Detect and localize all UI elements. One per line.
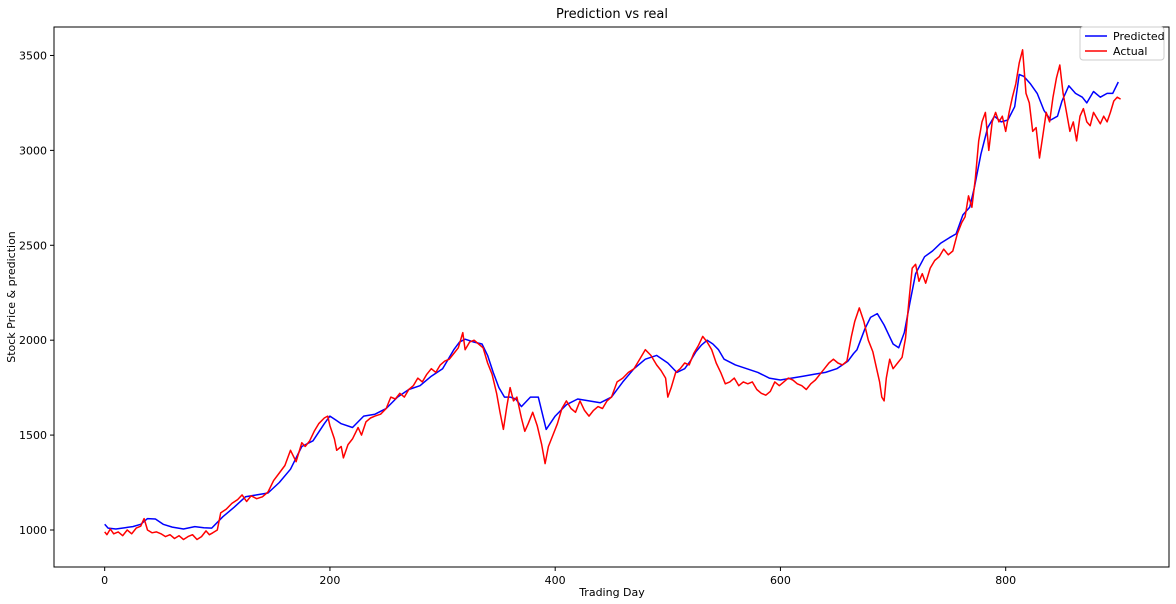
x-tick-label: 0 bbox=[101, 574, 108, 587]
chart-title: Prediction vs real bbox=[556, 7, 668, 22]
series-line-actual bbox=[104, 49, 1121, 541]
y-tick-label: 2500 bbox=[19, 239, 47, 252]
legend-label-predicted: Predicted bbox=[1113, 30, 1165, 43]
legend-label-actual: Actual bbox=[1113, 45, 1147, 58]
x-tick-label: 600 bbox=[770, 574, 791, 587]
x-tick-label: 800 bbox=[995, 574, 1016, 587]
x-axis-ticks: 0 200 400 600 800 bbox=[101, 567, 1016, 587]
y-tick-label: 3500 bbox=[19, 49, 47, 62]
y-tick-label: 3000 bbox=[19, 144, 47, 157]
x-tick-label: 400 bbox=[545, 574, 566, 587]
y-axis-ticks: 1000 1500 2000 2500 3000 3500 bbox=[19, 49, 54, 537]
x-axis-label: Trading Day bbox=[578, 586, 645, 599]
y-tick-label: 1000 bbox=[19, 524, 47, 537]
y-tick-label: 1500 bbox=[19, 429, 47, 442]
y-axis-label: Stock Price & prediction bbox=[5, 231, 18, 363]
plot-area-frame bbox=[53, 26, 1170, 568]
y-tick-label: 2000 bbox=[19, 334, 47, 347]
series-layer bbox=[104, 49, 1121, 541]
legend: Predicted Actual bbox=[1079, 26, 1165, 61]
x-tick-label: 200 bbox=[319, 574, 340, 587]
